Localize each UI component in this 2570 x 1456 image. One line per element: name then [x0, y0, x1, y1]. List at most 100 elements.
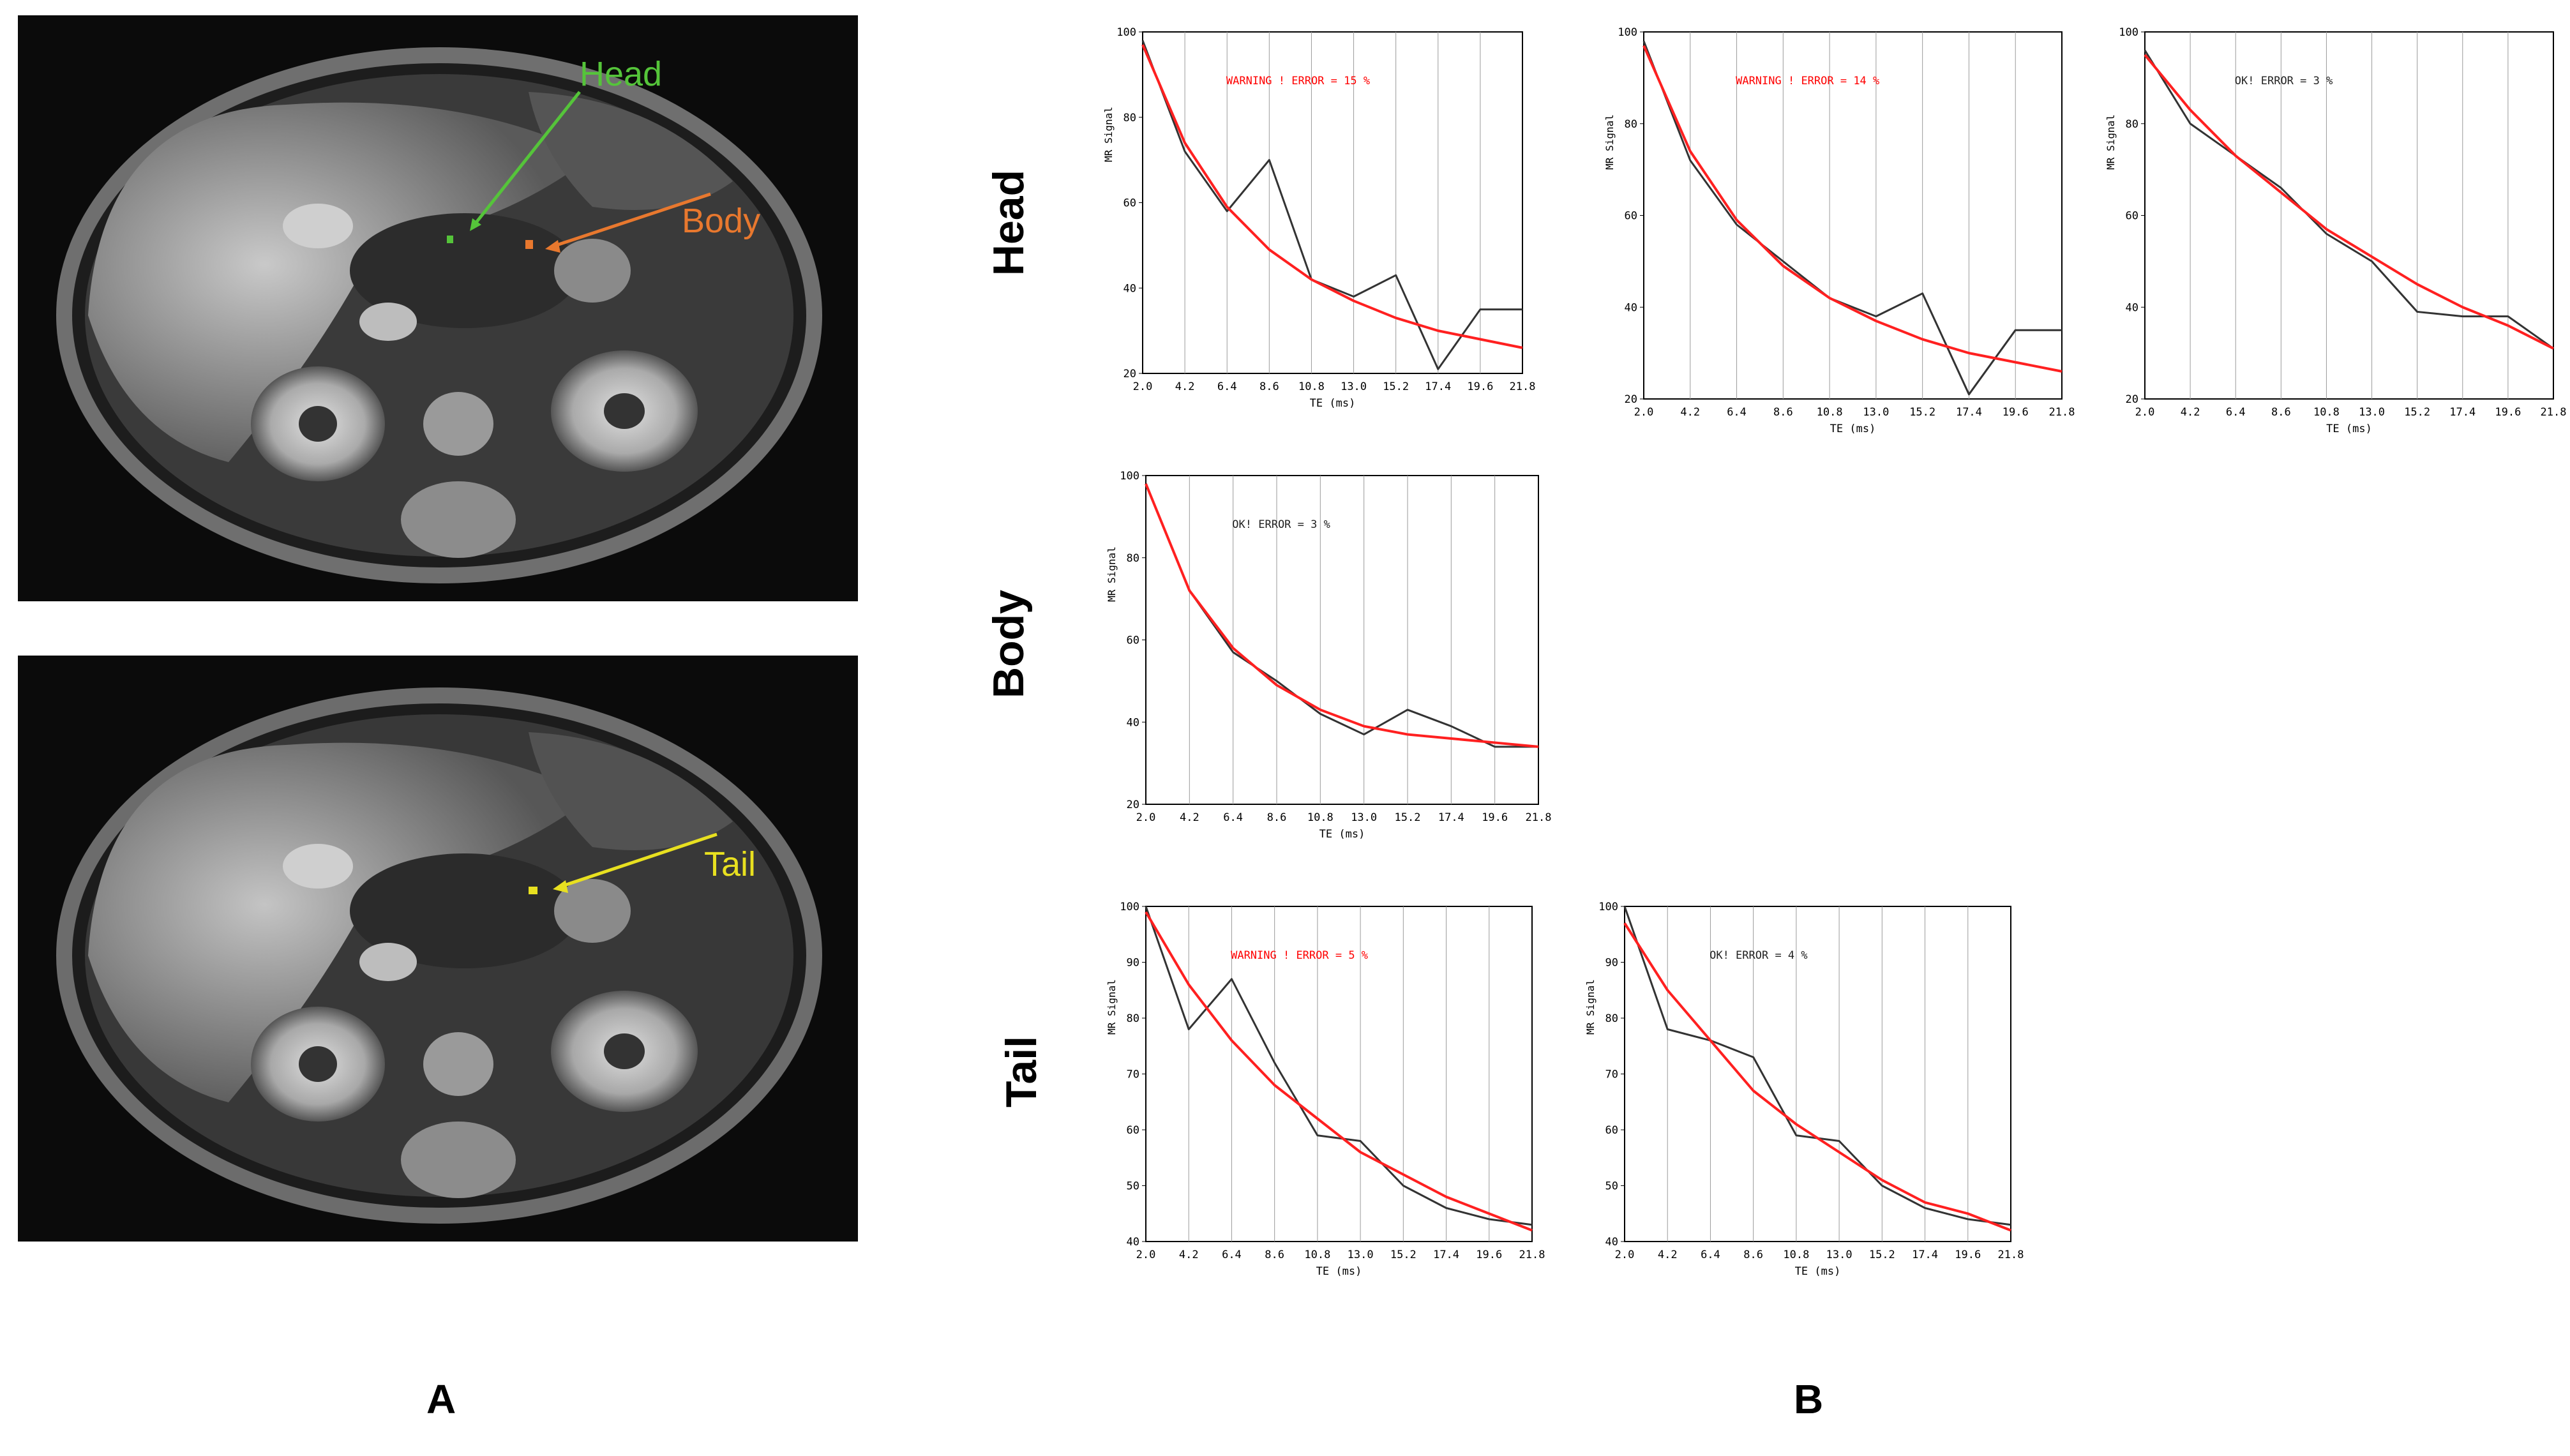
chart-5-xtick-label: 4.2	[1658, 1249, 1678, 1261]
chart-4-xlabel: TE (ms)	[1316, 1265, 1362, 1278]
chart-3-ytick-label: 60	[1127, 634, 1139, 647]
panel-b-label: B	[1794, 1376, 1824, 1422]
chart-1-ytick-label: 60	[1625, 210, 1637, 223]
chart-1-ytick-label: 20	[1625, 393, 1637, 406]
chart-1-annotation: WARNING ! ERROR = 14 %	[1736, 75, 1879, 87]
head-roi-marker	[447, 236, 453, 243]
chart-0-annotation: WARNING ! ERROR = 15 %	[1226, 75, 1370, 87]
chart-4-xtick-label: 13.0	[1348, 1249, 1374, 1261]
chart-2-xtick-label: 8.6	[2271, 406, 2291, 419]
chart-2-xtick-label: 15.2	[2404, 406, 2430, 419]
chart-2-ytick-label: 40	[2126, 301, 2138, 314]
chart-4-annotation: WARNING ! ERROR = 5 %	[1231, 949, 1368, 962]
plot-head-3: 2.0 4.2 6.4 8.6 10.8 13.0 15.2 17.4 19.6 21.8 20 40…	[2105, 26, 2566, 435]
chart-5-xtick-label: 21.8	[1998, 1249, 2024, 1261]
chart-3-xtick-label: 2.0	[1136, 811, 1156, 824]
chart-3-annotation: OK! ERROR = 3 %	[1232, 518, 1330, 531]
chart-5-xtick-label: 6.4	[1701, 1249, 1720, 1261]
chart-2-xlabel: TE (ms)	[2326, 423, 2372, 435]
chart-1-xtick-label: 2.0	[1634, 406, 1654, 419]
plot-head-2: 2.0 4.2 6.4 8.6 10.8 13.0 15.2 17.4 19.6 21.8 20 40…	[1604, 26, 2075, 435]
chart-2-xtick-label: 19.6	[2495, 406, 2521, 419]
chart-1-xtick-label: 8.6	[1773, 406, 1793, 419]
chart-0-ytick-label: 100	[1116, 26, 1136, 39]
chart-4-xtick-label: 4.2	[1179, 1249, 1199, 1261]
chart-1-xtick-label: 10.8	[1817, 406, 1843, 419]
chart-4-ytick-label: 60	[1127, 1124, 1139, 1137]
chart-4-frame	[1145, 906, 1533, 1242]
chart-5-xlabel: TE (ms)	[1795, 1265, 1841, 1278]
chart-4-fit-line	[1145, 911, 1533, 1232]
chart-4-xtick-label: 21.8	[1519, 1249, 1545, 1261]
chart-5-ytick-label: 70	[1605, 1069, 1618, 1081]
chart-2-xtick-label: 17.4	[2449, 406, 2476, 419]
mri-image-bottom: Tail	[18, 656, 858, 1242]
chart-2-ylabel: MR Signal	[2105, 114, 2117, 170]
chart-5-xtick-label: 17.4	[1912, 1249, 1938, 1261]
chart-1-xtick-label: 13.0	[1863, 406, 1889, 419]
chart-0-xtick-label: 21.8	[1510, 380, 1536, 393]
chart-2-ytick-label: 60	[2126, 210, 2138, 223]
chart-4-ylabel: MR Signal	[1106, 979, 1118, 1035]
chart-5-ytick-label: 60	[1605, 1124, 1618, 1137]
chart-4-xtick-label: 15.2	[1390, 1249, 1417, 1261]
chart-3-ytick-label: 100	[1120, 470, 1139, 483]
chart-5-ytick-label: 40	[1605, 1236, 1618, 1249]
body-arrow	[552, 192, 711, 248]
chart-1-ytick-label: 100	[1618, 26, 1637, 39]
chart-0-ytick-label: 20	[1123, 368, 1136, 380]
mri-image-top: Head Body	[18, 15, 858, 601]
chart-0-xtick-label: 8.6	[1259, 380, 1279, 393]
chart-5-ylabel: MR Signal	[1584, 979, 1597, 1035]
head-arrow-head	[470, 218, 481, 231]
body-roi-marker	[525, 240, 533, 249]
chart-5-fit-line	[1623, 922, 2011, 1232]
chart-3-xtick-label: 8.6	[1267, 811, 1287, 824]
chart-0-xtick-label: 13.0	[1341, 380, 1367, 393]
chart-5-frame	[1624, 906, 2011, 1242]
chart-5-ytick-label: 90	[1605, 957, 1618, 970]
chart-2-xtick-label: 21.8	[2541, 406, 2567, 419]
mri-bottom-drawing: Tail	[56, 687, 822, 1224]
chart-1-ylabel: MR Signal	[1604, 114, 1616, 170]
chart-1-xtick-label: 17.4	[1956, 406, 1982, 419]
chart-0-ytick-label: 40	[1123, 282, 1136, 295]
chart-4-ytick-label: 80	[1127, 1012, 1139, 1025]
chart-2-ytick-label: 100	[2119, 26, 2138, 39]
chart-2-xtick-label: 2.0	[2135, 406, 2155, 419]
chart-0-measured-line	[1141, 40, 1522, 370]
mri-head-label: Head	[580, 55, 662, 93]
chart-3-frame	[1145, 475, 1539, 805]
chart-0-xtick-label: 2.0	[1133, 380, 1153, 393]
chart-0-xtick-label: 4.2	[1175, 380, 1195, 393]
chart-1-xtick-label: 21.8	[2049, 406, 2075, 419]
chart-1-ytick-label: 40	[1625, 301, 1637, 314]
chart-5-xtick-label: 13.0	[1826, 1249, 1852, 1261]
chart-5-xtick-label: 8.6	[1743, 1249, 1763, 1261]
chart-2-frame	[2144, 31, 2554, 400]
mri-top-drawing: Head Body	[56, 47, 822, 583]
chart-2-xtick-label: 4.2	[2181, 406, 2200, 419]
chart-3-xtick-label: 10.8	[1307, 811, 1334, 824]
chart-0-ytick-label: 80	[1123, 112, 1136, 124]
chart-1-xtick-label: 19.6	[2003, 406, 2029, 419]
chart-3-xtick-label: 4.2	[1180, 811, 1199, 824]
chart-3-xtick-label: 17.4	[1438, 811, 1464, 824]
chart-0-ytick-label: 60	[1123, 197, 1136, 210]
chart-0-frame	[1142, 31, 1523, 374]
chart-3-ytick-label: 80	[1127, 552, 1139, 565]
chart-3-xtick-label: 21.8	[1526, 811, 1552, 824]
chart-4-ytick-label: 70	[1127, 1069, 1139, 1081]
chart-5-xtick-label: 19.6	[1955, 1249, 1981, 1261]
chart-0-xtick-label: 17.4	[1425, 380, 1451, 393]
chart-3-xtick-label: 13.0	[1351, 811, 1377, 824]
chart-0-xlabel: TE (ms)	[1310, 397, 1356, 410]
chart-5-ytick-label: 80	[1605, 1012, 1618, 1025]
chart-1-xtick-label: 15.2	[1909, 406, 1935, 419]
row-label-head: Head	[984, 169, 1033, 276]
chart-2-annotation: OK! ERROR = 3 %	[2235, 75, 2333, 87]
panel-a-label: A	[426, 1376, 456, 1422]
chart-1-measured-line	[1642, 40, 2062, 396]
chart-3-ytick-label: 20	[1127, 799, 1139, 811]
chart-1-xtick-label: 4.2	[1680, 406, 1700, 419]
